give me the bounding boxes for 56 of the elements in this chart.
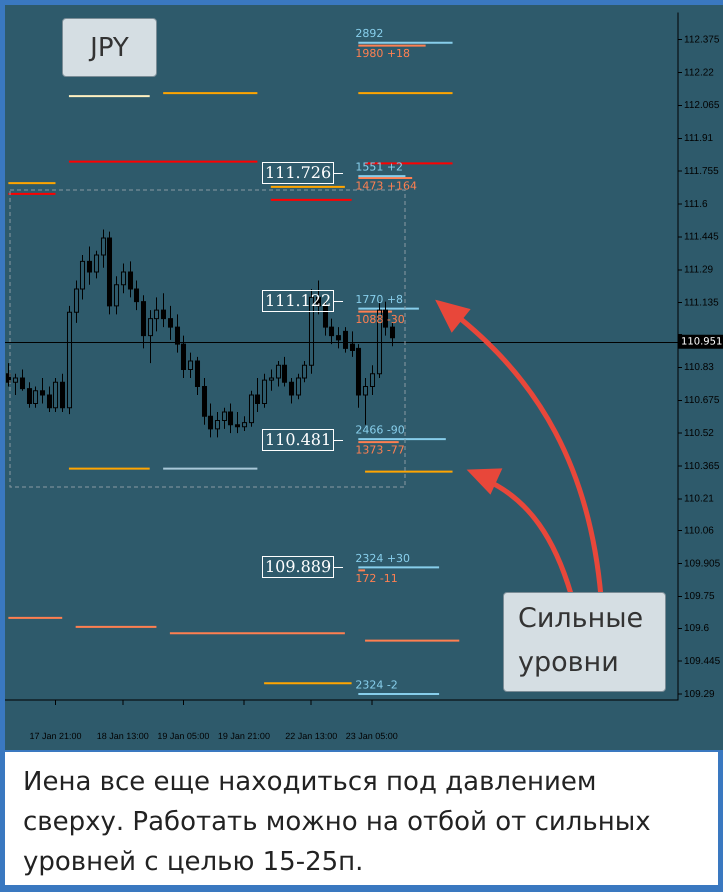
y-tick-label: 111.6 (684, 198, 708, 210)
x-tick-label: 23 Jan 05:00 (346, 730, 398, 741)
annotation: 109.889 (262, 556, 334, 578)
y-tick-label: 111.445 (684, 232, 720, 243)
y-tick-label: 110.365 (684, 460, 720, 472)
y-tick-label: 111.135 (684, 297, 720, 308)
x-tick-label: 19 Jan 21:00 (218, 730, 270, 741)
y-tick-label: 110.06 (684, 525, 714, 536)
annotation: 2892 (355, 27, 384, 40)
y-tick-label: 109.75 (684, 591, 716, 602)
x-tick-label: 18 Jan 13:00 (96, 730, 149, 741)
candlestick (362, 378, 368, 426)
candlestick (214, 411, 220, 438)
x-tick-label: 19 Jan 05:00 (157, 730, 210, 741)
annotation: 1373 -77 (355, 443, 405, 456)
ref-line-label: 110.951 (681, 336, 722, 348)
annotation: 111.726 (262, 162, 334, 184)
candlestick (268, 369, 274, 392)
text: JPY (62, 18, 157, 77)
candlestick (120, 262, 126, 294)
annotation: 2324 -2 (355, 678, 398, 692)
text: Иена все еще находиться под давлением сверху. Работать можно на отбой от сильных уровней с целью 15-25п. (5, 752, 718, 885)
annotation: 1088 -30 (355, 313, 405, 326)
y-tick-label: 110.83 (684, 362, 714, 374)
annotation: 110.481 (262, 429, 334, 451)
candlestick (114, 276, 120, 315)
y-tick-label: 109.445 (684, 656, 721, 667)
annotation: 1473 +164 (355, 179, 418, 192)
y-tick-label: 109.905 (684, 558, 721, 570)
y-tick-label: 109.6 (684, 623, 710, 634)
x-tick-label: 17 Jan 21:00 (29, 730, 82, 741)
candlestick (242, 416, 248, 432)
y-tick-label: 112.22 (684, 67, 714, 78)
annotation: Сильные уровни (503, 592, 666, 692)
candlestick (94, 250, 100, 279)
y-tick-label: 111.91 (684, 133, 714, 144)
y-tick-label: 110.675 (684, 395, 720, 406)
annotation: 1551 +2 (355, 160, 404, 174)
annotation: 1980 +18 (355, 47, 410, 60)
y-tick-label: 111.29 (684, 264, 714, 276)
candlestick (262, 373, 268, 408)
candlestick (370, 364, 376, 396)
y-tick-label: 112.375 (684, 34, 720, 46)
y-tick-label: 110.52 (684, 428, 714, 439)
annotation: 111.122 (262, 290, 334, 312)
y-tick-label: 111.755 (684, 166, 720, 177)
y-tick-label: 112.065 (684, 100, 720, 112)
annotation: 2324 +30 (355, 552, 410, 565)
x-tick-label: 22 Jan 13:00 (285, 730, 338, 741)
annotation: 172 -11 (355, 572, 398, 585)
y-tick-label: 109.29 (684, 688, 716, 700)
y-tick-label: 110.21 (684, 494, 714, 505)
candlestick (12, 373, 18, 396)
candlestick (188, 352, 194, 379)
annotation: 1770 +8 (355, 293, 404, 306)
annotation: 2466 -90 (355, 423, 405, 436)
